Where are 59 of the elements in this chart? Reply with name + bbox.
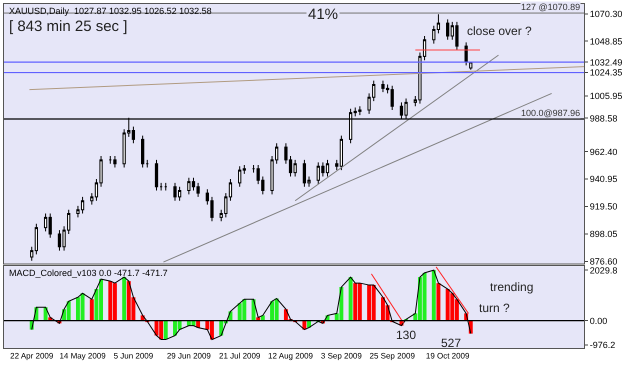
chart-title: XAUUSD,Daily 1027.87 1032.95 1026.52 1032.58 xyxy=(9,6,212,16)
y-tick-label: 1005.95 xyxy=(590,91,622,102)
ref-line-label: 127 @1070.89 xyxy=(521,2,580,12)
candlestick xyxy=(196,182,200,198)
candlestick xyxy=(58,230,62,252)
candlestick xyxy=(469,62,472,70)
candlestick xyxy=(464,42,468,66)
candlestick xyxy=(80,196,84,214)
y-tick-label: 1032.49 xyxy=(590,57,622,68)
candlestick xyxy=(381,80,385,93)
y-tick-label: 1024.35 xyxy=(590,68,622,78)
candlestick xyxy=(154,159,158,192)
bar xyxy=(367,285,372,321)
chart-title: MACD_Colored_v103 0.0 -471.7 -471.7 xyxy=(9,268,168,278)
candlestick xyxy=(108,156,112,164)
x-tick-label: 14 May 2009 xyxy=(59,352,106,361)
ref-line-label: 100.0@987.96 xyxy=(521,108,580,118)
y-tick-label: 940.95 xyxy=(590,174,618,184)
x-tick-label: 19 Oct 2009 xyxy=(426,352,470,361)
bar xyxy=(112,283,117,321)
x-tick-label: 29 Jun 2009 xyxy=(166,352,212,361)
candlestick xyxy=(302,159,306,188)
x-tick-label: 5 Jun 2009 xyxy=(114,352,154,361)
candlestick xyxy=(252,164,256,174)
y-tick-label: 988.58 xyxy=(590,113,618,124)
bar xyxy=(270,301,274,321)
y-tick-label: 0.00 xyxy=(590,316,608,326)
y-tick-label: 898.05 xyxy=(590,229,618,240)
y-tick-label: 919.50 xyxy=(590,202,618,212)
candlestick xyxy=(326,159,330,177)
candlestick xyxy=(113,156,117,168)
bar xyxy=(348,277,353,321)
x-tick-label: 3 Sep 2009 xyxy=(320,352,362,361)
y-tick-label: 2029.8 xyxy=(590,265,618,276)
y-tick-label: 876.60 xyxy=(590,256,618,266)
x-tick-label: 25 Sep 2009 xyxy=(370,352,416,361)
candlestick xyxy=(160,182,163,192)
bar xyxy=(122,277,126,321)
x-tick-label: 12 Aug 2009 xyxy=(268,352,314,361)
annotation: turn ? xyxy=(479,301,510,315)
annotation: close over ? xyxy=(467,24,532,38)
annotation: 130 xyxy=(396,328,416,342)
y-tick-label: 962.40 xyxy=(590,146,618,157)
annotation: trending xyxy=(490,280,534,294)
x-tick-label: 22 Apr 2009 xyxy=(10,352,54,361)
x-tick-label: 21 Jul 2009 xyxy=(219,352,261,361)
annotation: 41% xyxy=(308,6,338,23)
bar xyxy=(90,299,94,321)
candlestick xyxy=(141,135,144,168)
bar xyxy=(432,270,436,321)
y-tick-label: 1070.30 xyxy=(590,8,622,19)
annotation: [ 843 min 25 sec ] xyxy=(9,18,128,35)
annotation: 527 xyxy=(441,336,462,350)
candlestick xyxy=(178,186,182,202)
bar xyxy=(436,283,440,321)
candlestick xyxy=(164,182,168,192)
y-tick-label: -976.2 xyxy=(590,340,616,350)
bar xyxy=(358,283,362,321)
y-tick-label: 1048.85 xyxy=(590,36,622,46)
